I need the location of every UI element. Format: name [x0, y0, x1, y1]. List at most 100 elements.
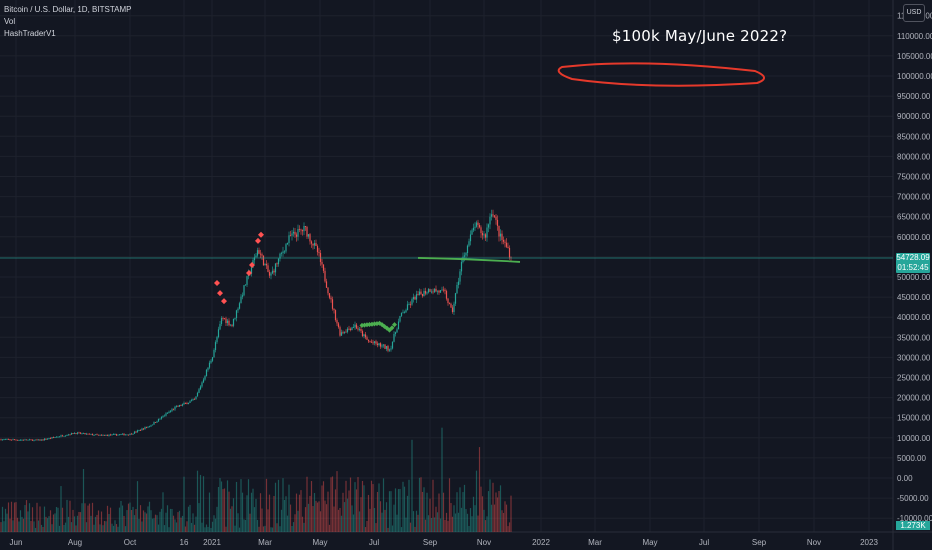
candle-body [39, 439, 41, 441]
candle-body [154, 422, 157, 423]
candle-body [460, 262, 463, 272]
volume-bar [100, 511, 103, 532]
candle-body [211, 357, 214, 361]
candle-body [78, 432, 80, 434]
symbol-label[interactable]: Bitcoin / U.S. Dollar, 1D, BITSTAMP [4, 5, 132, 14]
volume-bar [199, 474, 202, 532]
volume-bar [267, 509, 269, 532]
x-tick-label: Jul [369, 538, 379, 547]
volume-bar [79, 512, 82, 532]
target-ellipse [557, 62, 765, 87]
volume-bar [304, 507, 307, 532]
hashtrader-indicator-label[interactable]: HashTraderV1 [4, 29, 56, 38]
volume-bar [36, 502, 38, 532]
candle-body [111, 434, 113, 436]
candle-body [106, 434, 109, 436]
candle-body [76, 432, 79, 434]
candle-body [142, 428, 145, 430]
candle-body [499, 233, 502, 237]
volume-bar [247, 479, 250, 532]
volume-bar [168, 527, 170, 532]
volume-bar [234, 525, 236, 532]
volume-bar [393, 504, 395, 532]
volume-bar [300, 490, 302, 532]
volume-bar [169, 508, 172, 532]
candle-body [174, 406, 176, 410]
support-line [417, 257, 521, 263]
volume-bar [106, 505, 109, 532]
volume-bar [286, 515, 289, 532]
candle-body [270, 273, 272, 276]
volume-bar [9, 518, 11, 532]
volume-bar [388, 491, 391, 532]
x-tick-label: Jul [699, 538, 709, 547]
volume-bar [285, 496, 287, 532]
candle-body [16, 439, 19, 441]
candle-body [208, 362, 211, 368]
volume-bar [18, 521, 20, 532]
y-tick-label: 65000.00 [897, 213, 931, 222]
chart-legend: Bitcoin / U.S. Dollar, 1D, BITSTAMP Vol … [4, 4, 131, 40]
candle-body [486, 227, 488, 238]
volume-bar [19, 510, 22, 532]
volume-bar [48, 516, 50, 532]
candle-body [453, 303, 455, 313]
candle-body [411, 299, 413, 305]
volume-bar [7, 502, 10, 532]
volume-bar [307, 503, 310, 532]
x-tick-label: Nov [477, 538, 491, 547]
volume-bar [97, 510, 100, 532]
volume-bar [111, 523, 113, 532]
candle-body [444, 289, 446, 291]
volume-indicator-label[interactable]: Vol [4, 17, 16, 26]
volume-bar [448, 478, 451, 532]
candle-body [435, 288, 437, 292]
volume-bar [93, 524, 95, 532]
candle-body [219, 323, 221, 330]
sell-signal-marker [255, 237, 261, 244]
bar-countdown: 01:52:45 [897, 263, 929, 272]
volume-bar [451, 516, 454, 532]
candle-body [465, 253, 467, 256]
x-tick-label: Mar [588, 538, 602, 547]
volume-bar [327, 491, 329, 532]
volume-bar [243, 519, 245, 532]
candle-body [217, 329, 220, 338]
volume-bar [42, 526, 44, 532]
x-tick-label: 16 [180, 538, 189, 547]
candle-body [216, 337, 218, 343]
candle-body [180, 404, 182, 406]
candle-body [42, 439, 44, 441]
volume-bar [489, 479, 491, 532]
candle-body [264, 263, 266, 266]
x-tick-label: Sep [423, 538, 438, 547]
candle-body [109, 434, 112, 436]
candle-body [343, 331, 346, 333]
candle-body [43, 438, 46, 441]
volume-bar [265, 478, 268, 532]
candle-body [313, 243, 316, 246]
volume-bar [408, 479, 410, 532]
y-tick-label: 35000.00 [897, 333, 931, 342]
volume-bar [372, 484, 374, 532]
volume-bar [249, 513, 251, 532]
candle-body [121, 433, 124, 435]
volume-value-tag: 1.273K [896, 521, 930, 530]
volume-bar [391, 525, 394, 532]
volume-bar [96, 514, 98, 532]
x-tick-label: Jun [10, 538, 23, 547]
volume-bar [316, 502, 319, 532]
candle-body [471, 230, 473, 235]
volume-bar [220, 481, 223, 532]
currency-badge[interactable]: USD [903, 4, 925, 22]
volume-bar [136, 481, 139, 532]
volume-bar [468, 526, 470, 532]
volume-bar [121, 505, 124, 532]
candle-body [286, 243, 289, 245]
volume-bar [397, 489, 400, 532]
candle-body [454, 293, 457, 304]
volume-bar [264, 525, 266, 532]
candle-body [88, 433, 91, 435]
candle-body [312, 243, 314, 246]
